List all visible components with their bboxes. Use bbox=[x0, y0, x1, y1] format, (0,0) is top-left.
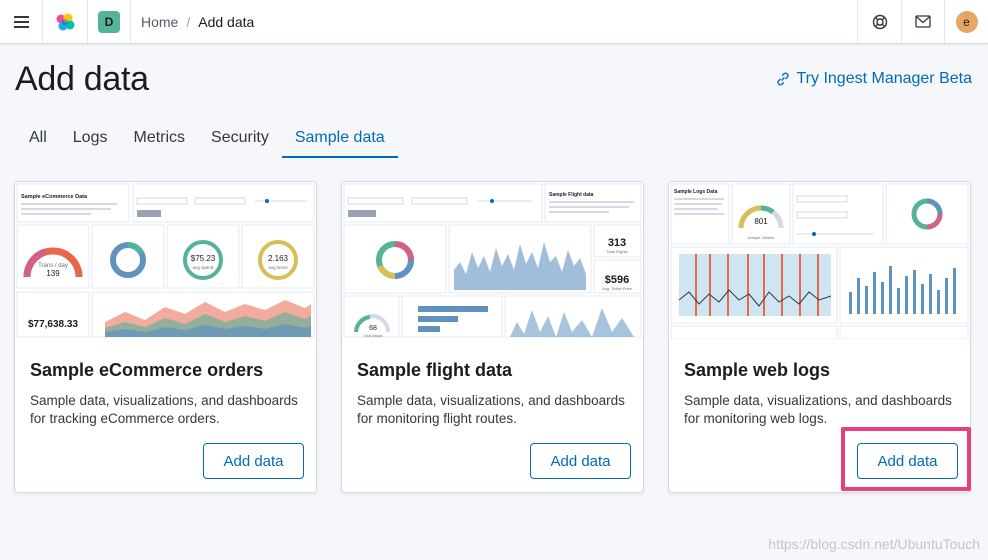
flight-dashboard-preview: Sample Flight data 313 Total Flights $59… bbox=[342, 182, 643, 339]
header-divider bbox=[42, 0, 43, 43]
card-description: Sample data, visualizations, and dashboa… bbox=[684, 393, 952, 426]
flight-avg-ticket-label: Avg. Ticket Price bbox=[602, 286, 632, 291]
add-flight-data-button[interactable]: Add data bbox=[530, 443, 631, 479]
user-avatar: e bbox=[955, 10, 978, 33]
header-divider bbox=[87, 0, 88, 43]
ecommerce-gauge-value: 139 bbox=[46, 269, 60, 278]
header-divider bbox=[130, 0, 131, 43]
top-header: D Home / Add data e bbox=[0, 0, 988, 44]
breadcrumb-current: Add data bbox=[198, 13, 255, 30]
help-button[interactable] bbox=[858, 0, 901, 43]
category-tabs: All Logs Metrics Security Sample data bbox=[16, 120, 398, 158]
card-description: Sample data, visualizations, and dashboa… bbox=[357, 393, 625, 426]
ecommerce-avg-label: avg spend bbox=[193, 265, 214, 270]
card-description: Sample data, visualizations, and dashboa… bbox=[30, 393, 298, 426]
flight-delays: 68 bbox=[369, 325, 377, 332]
space-selector[interactable]: D bbox=[88, 0, 130, 43]
help-icon bbox=[872, 14, 887, 29]
add-web-logs-data-button[interactable]: Add data bbox=[857, 443, 958, 479]
space-avatar: D bbox=[98, 10, 120, 33]
ecommerce-gauge-label: Trans / day bbox=[38, 263, 68, 269]
ecommerce-avg-price: $75.23 bbox=[191, 254, 216, 263]
ingest-link-label: Try Ingest Manager Beta bbox=[796, 70, 973, 87]
tab-security[interactable]: Security bbox=[211, 129, 269, 146]
ecommerce-preview-heading: Sample eCommerce Data bbox=[21, 194, 88, 200]
tab-all[interactable]: All bbox=[29, 129, 47, 146]
link-icon bbox=[776, 72, 789, 86]
sample-flight-card: Sample Flight data 313 Total Flights $59… bbox=[341, 181, 644, 493]
flight-preview-heading: Sample Flight data bbox=[549, 192, 594, 198]
mail-icon bbox=[915, 15, 931, 28]
logs-gauge-label: Unique Visitors bbox=[748, 235, 775, 240]
card-title: Sample flight data bbox=[357, 360, 513, 380]
logs-preview-graphic: Sample Logs Data 801 Unique Visitors bbox=[669, 182, 970, 340]
news-feed-button[interactable] bbox=[902, 0, 944, 43]
watermark-text: https://blog.csdn.net/UbuntuTouch bbox=[768, 536, 980, 552]
ecommerce-items-label: avg items bbox=[268, 265, 288, 270]
ecommerce-dashboard-preview: Sample eCommerce Data Trans / day 139 $7… bbox=[15, 182, 316, 339]
menu-button[interactable] bbox=[0, 0, 42, 43]
logs-gauge-value: 801 bbox=[754, 217, 768, 226]
flight-total-flights-label: Total Flights bbox=[606, 249, 627, 254]
breadcrumb: Home / Add data bbox=[141, 0, 254, 43]
add-ecommerce-data-button[interactable]: Add data bbox=[203, 443, 304, 479]
user-menu-button[interactable]: e bbox=[945, 0, 988, 43]
try-ingest-manager-link[interactable]: Try Ingest Manager Beta bbox=[775, 70, 973, 88]
ecommerce-total-revenue: $77,638.33 bbox=[28, 319, 78, 330]
page-title: Add data bbox=[15, 60, 149, 98]
ecommerce-preview-graphic: Sample eCommerce Data Trans / day 139 $7… bbox=[15, 182, 316, 339]
tab-sample-data[interactable]: Sample data bbox=[281, 120, 398, 158]
header-divider bbox=[944, 0, 945, 43]
tab-metrics[interactable]: Metrics bbox=[133, 129, 186, 146]
flight-avg-ticket: $596 bbox=[605, 274, 629, 286]
logs-preview-heading: Sample Logs Data bbox=[674, 189, 718, 195]
sample-ecommerce-card: Sample eCommerce Data Trans / day 139 $7… bbox=[14, 181, 317, 493]
kibana-logo-icon bbox=[56, 13, 75, 30]
header-divider bbox=[857, 0, 858, 43]
logs-dashboard-preview: Sample Logs Data 801 Unique Visitors bbox=[669, 182, 970, 340]
ecommerce-items: 2.163 bbox=[268, 254, 289, 263]
breadcrumb-home[interactable]: Home bbox=[141, 13, 179, 30]
flight-delays-label: Total Delays bbox=[363, 334, 382, 338]
kibana-logo-button[interactable] bbox=[43, 0, 87, 43]
flight-total-flights: 313 bbox=[608, 237, 626, 249]
card-title: Sample web logs bbox=[684, 360, 831, 380]
header-divider bbox=[901, 0, 902, 43]
menu-icon bbox=[13, 20, 29, 23]
tab-logs[interactable]: Logs bbox=[72, 129, 108, 146]
sample-web-logs-card: Sample Logs Data 801 Unique Visitors bbox=[668, 181, 971, 493]
breadcrumb-separator: / bbox=[186, 13, 191, 30]
flight-preview-graphic: Sample Flight data 313 Total Flights $59… bbox=[342, 182, 643, 339]
card-title: Sample eCommerce orders bbox=[30, 360, 264, 380]
